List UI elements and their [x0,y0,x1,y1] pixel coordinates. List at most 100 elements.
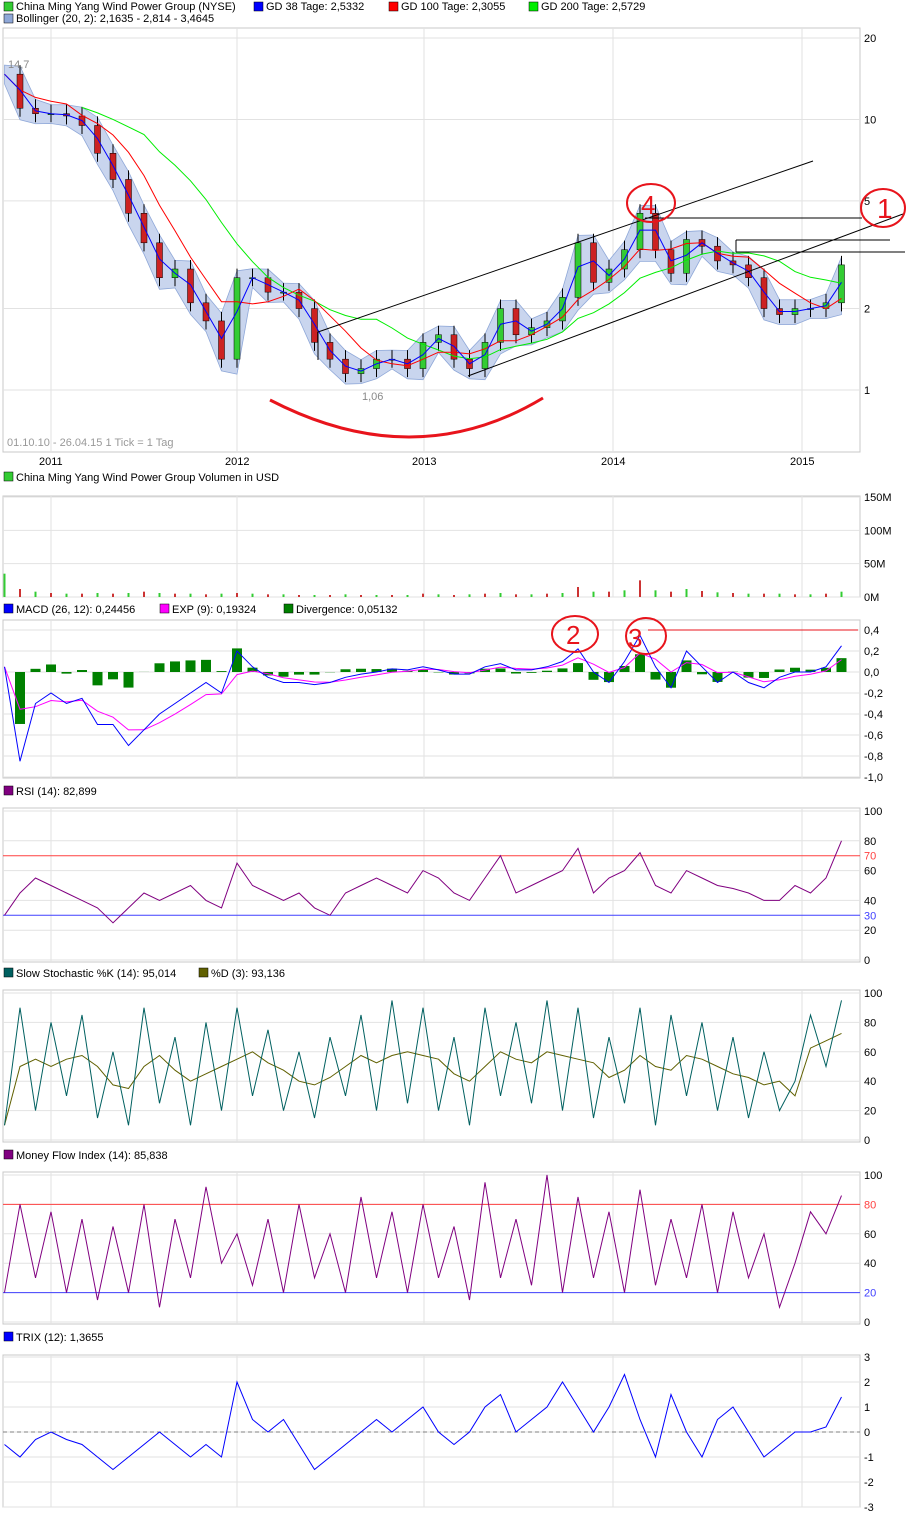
bollinger-band [4,64,842,385]
stoch-ytick-label: 80 [864,1017,876,1029]
price-ytick-label: 20 [864,33,876,45]
gd200-line [81,106,842,360]
volume-bar [344,594,347,597]
legend-rsi: RSI (14): 82,899 [16,786,97,798]
legend-divergence: Divergence: 0,05132 [296,604,398,616]
volume-bar [670,591,672,597]
divergence-bar [46,664,56,672]
volume-bar [515,594,517,597]
x-tick-label: 2013 [412,456,436,468]
main-legend: China Ming Yang Wind Power Group (NYSE) … [3,1,645,25]
volume-bar [298,595,300,597]
macd-ytick-label: 0,4 [864,625,879,637]
macd-line [4,634,842,762]
price-frame [2,27,861,453]
divergence-bar [836,658,847,672]
circle-label-4: 4 [641,190,655,220]
divergence-bar [123,672,134,688]
volume-bar [437,594,440,597]
legend-swatch-gd100 [388,1,399,12]
divergence-bar [232,648,242,672]
trix-ytick-label: -3 [864,1502,874,1514]
volume-bar [220,593,223,597]
trix-line [4,1373,842,1471]
mfi-ytick-label: 100 [864,1170,882,1182]
high-label: 14,7 [8,59,29,71]
mfi-line [4,1174,842,1310]
price-ytick-label: 5 [864,196,870,208]
legend-swatch-mfi [3,1149,14,1160]
volume-bar [127,593,130,597]
legend-swatch-stoch-d [198,967,209,978]
volume-bar [639,580,641,597]
divergence-bar [449,672,459,675]
divergence-bar [805,669,816,672]
divergence-bar [759,672,769,678]
legend-exp: EXP (9): 0,19324 [172,604,256,616]
candle [652,213,659,250]
volume-bar [143,591,145,597]
volume-bar [251,593,254,597]
legend-swatch-volume [3,471,14,482]
stoch-ytick-label: 100 [864,988,882,1000]
divergence-bar [340,669,351,672]
legend-swatch-rsi [3,785,14,796]
divergence-bar [418,669,428,672]
volume-bar [50,593,52,597]
divergence-bar [604,672,614,683]
volume-bar [716,592,719,597]
x-tick-label: 2012 [225,456,249,468]
volume-bar [840,591,843,597]
mfi-level-label: 80 [864,1199,876,1211]
volume-bar [375,595,378,597]
divergence-bar [588,672,599,680]
volume-bar [747,593,750,597]
stoch-ytick-label: 0 [864,1135,870,1147]
legend-gd200: GD 200 Tage: 2,5729 [541,1,645,13]
trix-ytick-label: -2 [864,1477,874,1489]
bottom-arc [269,396,544,439]
macd-ytick-label: 0,0 [864,667,879,679]
range-info: 01.10.10 - 26.04.15 1 Tick = 1 Tag [7,437,173,449]
volume-bar [422,593,424,597]
divergence-bar [542,670,552,672]
divergence-bar [619,665,630,672]
divergence-bar [309,672,320,675]
volume-bar [34,591,37,597]
divergence-bar [712,672,723,682]
circle-annotation-4 [626,183,676,223]
macd-ytick-label: 0,2 [864,646,879,658]
volume-bar [174,593,176,597]
volume-bar [65,593,68,597]
volume-ytick-label: 150M [864,492,892,504]
candle [760,277,768,309]
trix-frame [2,1354,861,1508]
divergence-bar [154,663,165,672]
mfi-ytick-label: 60 [864,1229,876,1241]
rsi-ytick-label: 80 [864,836,876,848]
divergence-bar [697,672,707,675]
legend-mfi: Money Flow Index (14): 85,838 [16,1150,168,1162]
rsi-ytick-label: 0 [864,955,870,967]
candle [233,277,241,360]
circle-annotation-1 [860,188,906,228]
divergence-bar [185,660,196,672]
volume-ytick-label: 100M [864,525,892,537]
legend-swatch-divergence [283,603,294,614]
candle [156,242,163,278]
legend-gd100: GD 100 Tage: 2,3055 [401,1,505,13]
rsi-line [4,840,842,924]
volume-bar [329,595,331,597]
trix-ytick-label: 1 [864,1402,870,1414]
legend-swatch-exp [159,603,170,614]
legend-swatch-price [3,1,14,12]
candle [667,249,675,274]
trix-ytick-label: 3 [864,1352,870,1364]
legend-swatch-stoch-k [3,967,14,978]
volume-bar [96,593,99,597]
divergence-bar [201,659,211,672]
divergence-bar [526,672,537,673]
mfi-ytick-label: 40 [864,1258,876,1270]
divergence-bar [790,667,800,672]
stoch-k-line [4,1000,842,1126]
